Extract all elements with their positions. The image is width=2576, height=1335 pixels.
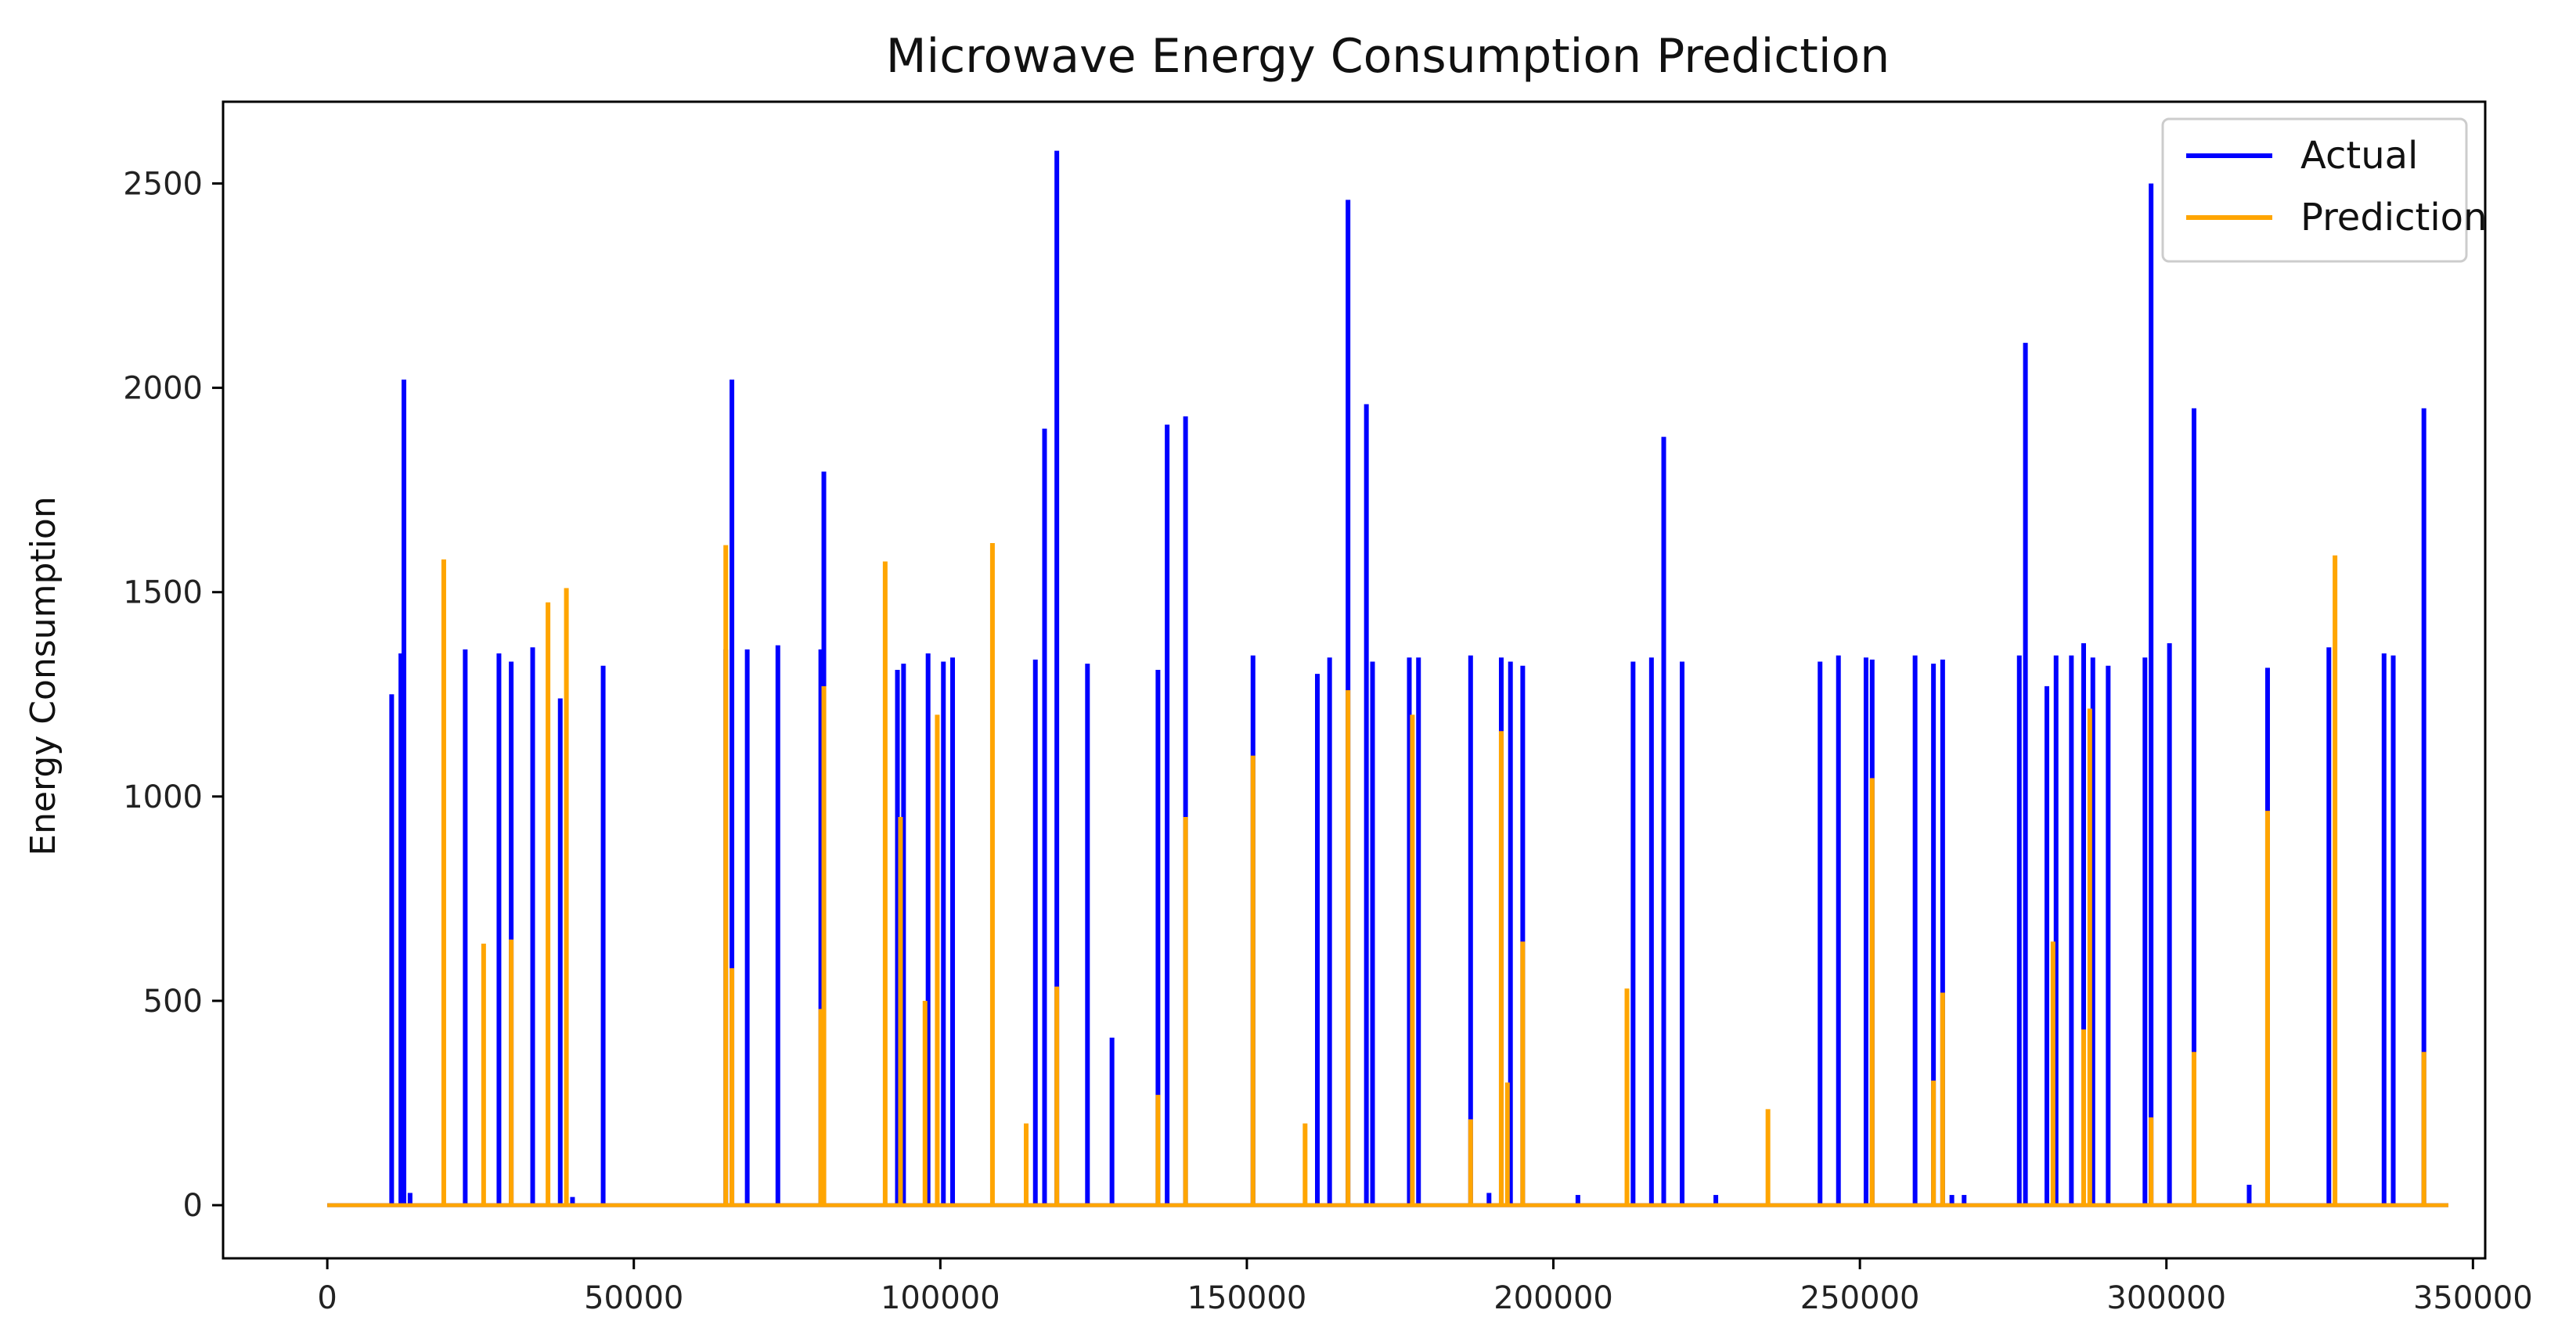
y-tick-label: 500 <box>143 984 203 1020</box>
series-actual <box>327 150 2449 1207</box>
y-tick-label: 2500 <box>123 166 203 202</box>
y-tick-label: 1000 <box>123 779 203 815</box>
y-axis-title: Energy Consumption <box>23 496 63 855</box>
series-layer <box>327 150 2449 1207</box>
series-prediction <box>327 543 2449 1207</box>
ticks-layer: 0 50000 100000 150000 200000 250000 300000 3500… <box>123 166 2532 1316</box>
legend-actual-label: Actual <box>2300 134 2418 178</box>
x-tick-label: 300000 <box>2106 1280 2226 1316</box>
x-tick-label: 100000 <box>881 1280 1000 1316</box>
y-tick-label: 2000 <box>123 371 203 407</box>
x-tick-label: 350000 <box>2413 1280 2533 1316</box>
plot-frame <box>222 100 2487 1260</box>
x-tick-label: 150000 <box>1187 1280 1307 1316</box>
plot-area <box>222 100 2487 1260</box>
x-tick-label: 0 <box>317 1280 337 1316</box>
y-tick-label: 1500 <box>123 575 203 611</box>
x-tick-label: 50000 <box>584 1280 683 1316</box>
legend: Actual Prediction <box>2161 117 2487 263</box>
legend-prediction-label: Prediction <box>2300 196 2487 239</box>
x-tick-label: 200000 <box>1493 1280 1613 1316</box>
chart-title: Microwave Energy Consumption Prediction <box>886 29 1890 84</box>
y-tick-label: 0 <box>183 1188 203 1224</box>
x-tick-label: 250000 <box>1800 1280 1920 1316</box>
